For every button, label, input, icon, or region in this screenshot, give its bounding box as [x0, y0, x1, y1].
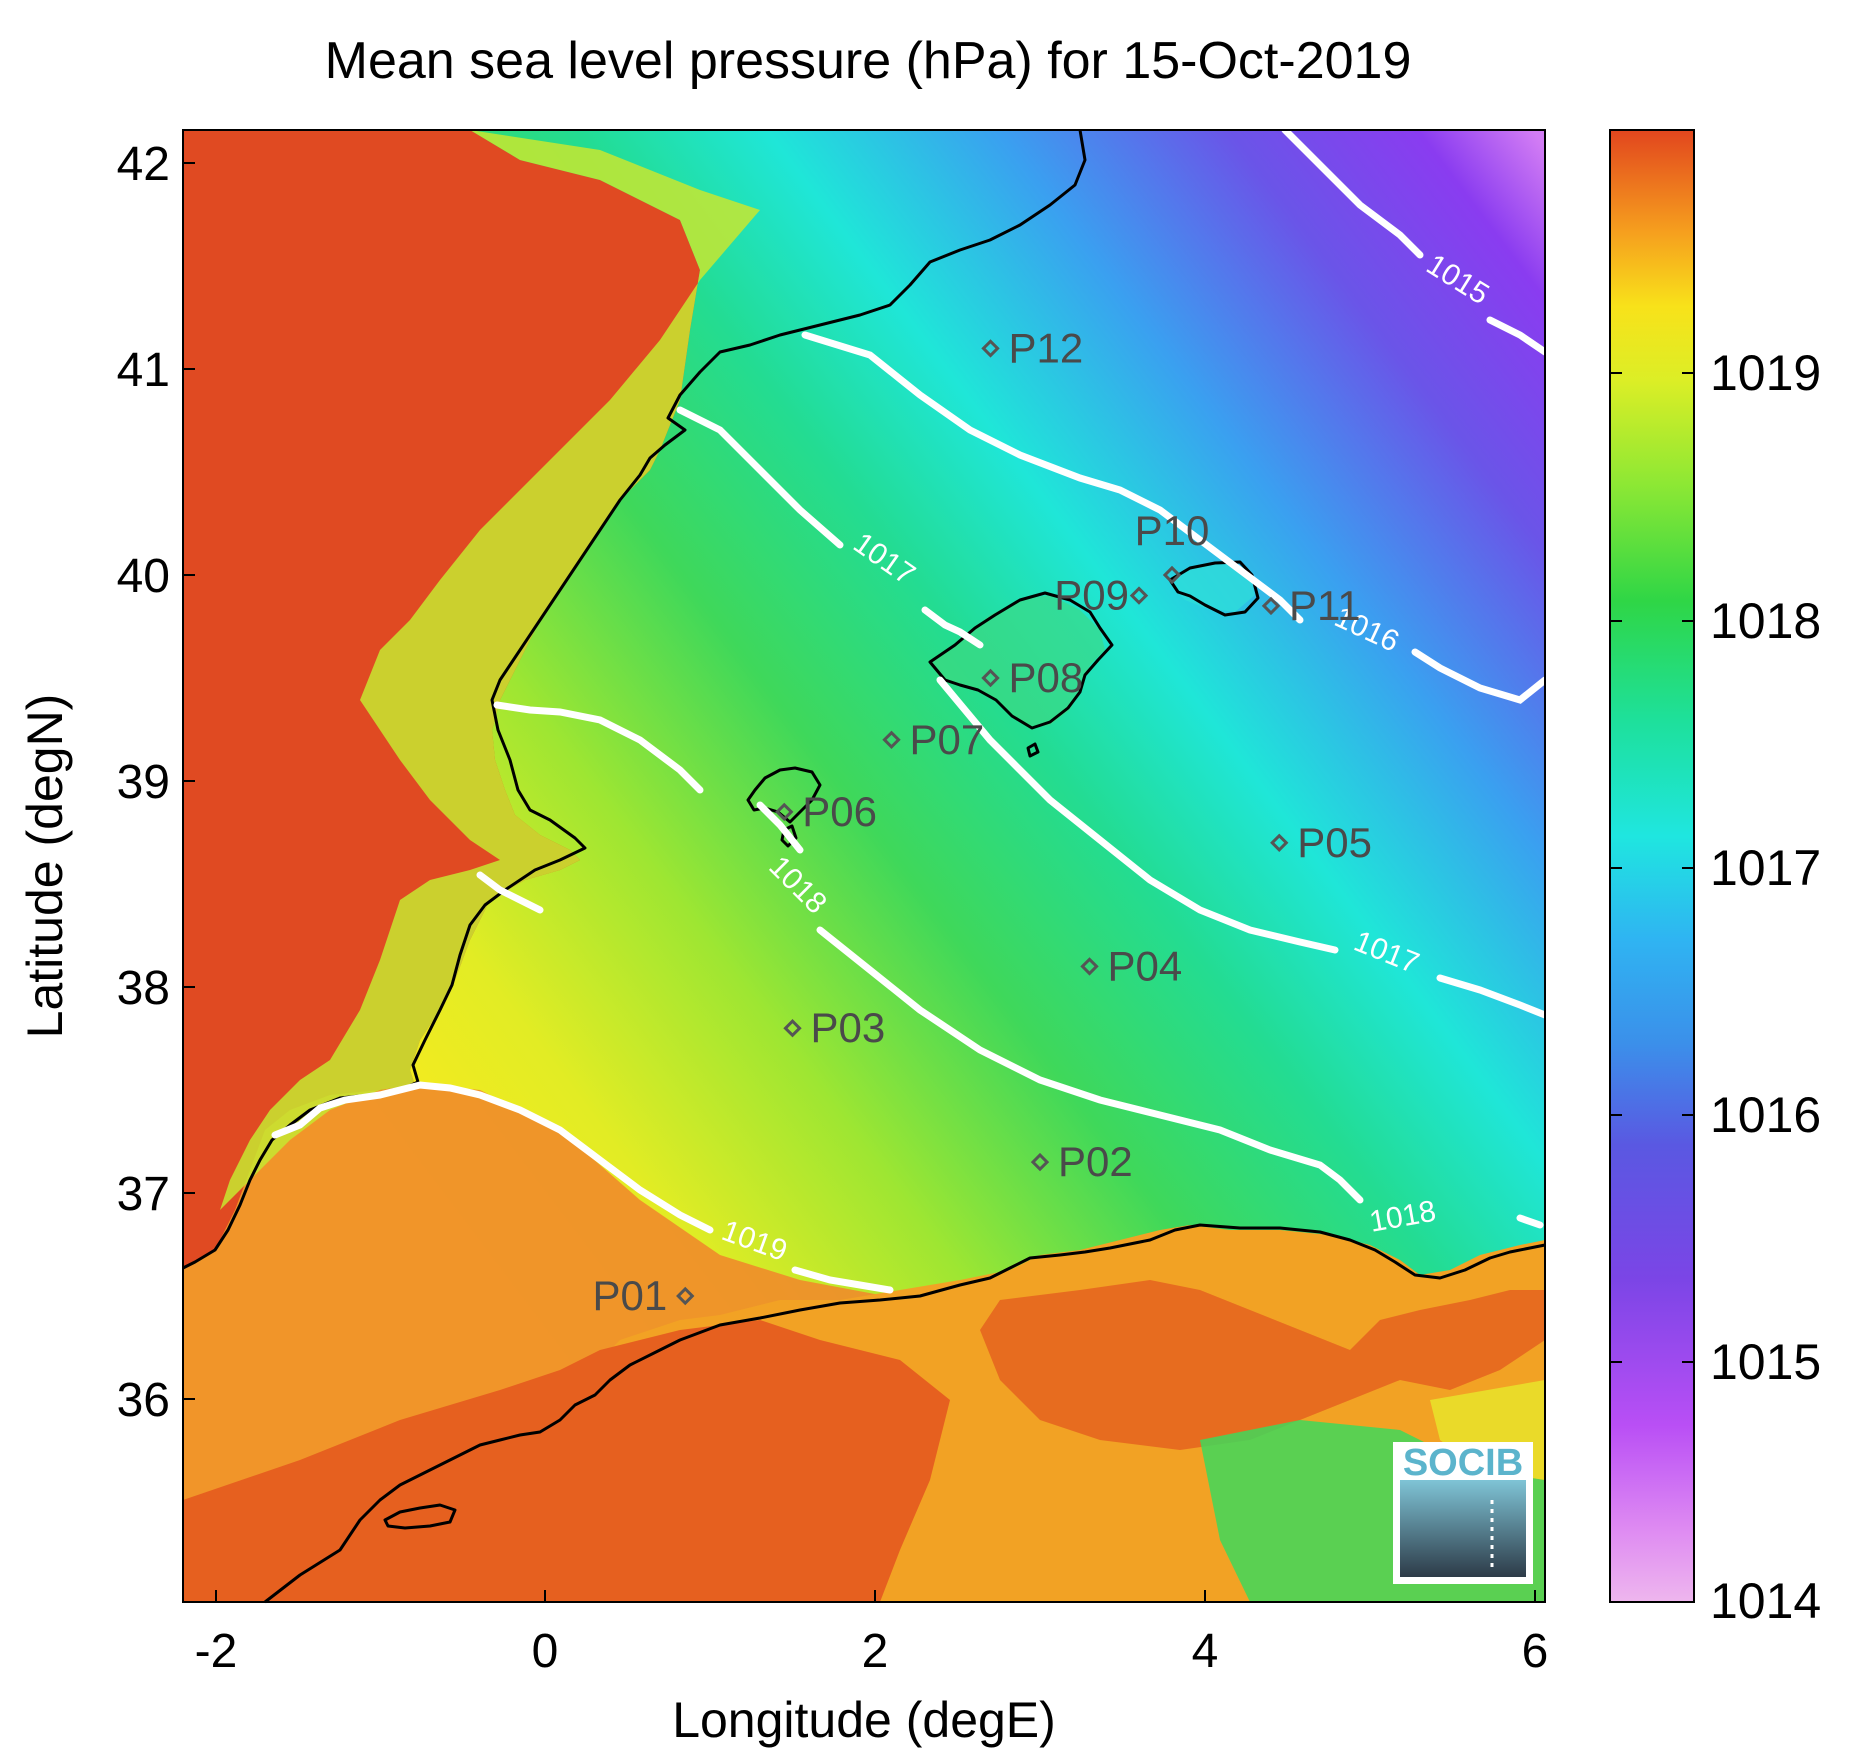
- x-axis-label: Longitude (degE): [672, 1692, 1056, 1748]
- isobar-1017-b: [921, 606, 984, 649]
- station-label: P11: [1289, 582, 1361, 629]
- africa-dark-region: [183, 1320, 950, 1602]
- y-tick-label: 42: [117, 138, 170, 191]
- x-tick-label: 6: [1522, 1625, 1549, 1678]
- colorbar-tick-labels: 1019 1018 1017 1016 1015 1014: [1710, 345, 1821, 1629]
- isobar-1019-a: [271, 1081, 714, 1234]
- station-marker: [1261, 596, 1281, 616]
- socib-logo-text: SOCIB: [1403, 1442, 1523, 1484]
- colorbar-tick-label: 1019: [1710, 345, 1821, 401]
- x-tick-label: -2: [195, 1625, 238, 1678]
- station-marker: [1030, 1152, 1050, 1172]
- colorbar: 1019 1018 1017 1016 1015 1014: [1609, 129, 1821, 1629]
- isobar-1017-c: [936, 676, 1339, 954]
- station-label: P08: [1009, 654, 1084, 701]
- isobar-1015-b: [1486, 316, 1549, 356]
- station-marker: [775, 802, 794, 822]
- africa-mountains: [980, 1280, 1545, 1450]
- x-tick-label: 4: [1192, 1625, 1219, 1678]
- axis-tick-marks: [183, 162, 1536, 1602]
- y-tick-label: 41: [117, 344, 170, 397]
- y-tick-labels: 42 41 40 39 38 37 36: [117, 138, 170, 1427]
- isobar-1018-c: [816, 926, 1364, 1204]
- isobar-1016-a: [801, 331, 1304, 624]
- station-marker: [882, 730, 901, 749]
- y-tick-label: 38: [117, 962, 170, 1015]
- isobar-1017-a: [676, 406, 844, 549]
- station-label: P05: [1297, 819, 1372, 866]
- isobar-1019-b: [791, 1266, 894, 1294]
- x-tick-label: 0: [532, 1625, 559, 1678]
- isobar-1017-d: [1436, 974, 1549, 1019]
- station-label: P12: [1009, 324, 1084, 371]
- colorbar-tick-label: 1015: [1710, 1334, 1821, 1390]
- station-marker: [676, 1286, 695, 1306]
- ibiza-coastline: [746, 766, 822, 824]
- colorbar-tick-label: 1018: [1710, 593, 1821, 649]
- isobar-1018-b: [756, 801, 804, 854]
- station-label: P02: [1058, 1138, 1133, 1185]
- station-marker: [783, 1019, 802, 1038]
- station-marker: [1129, 586, 1149, 605]
- y-axis-label: Latitude (degN): [17, 694, 73, 1039]
- mallorca-coastline: [928, 591, 1114, 730]
- x-tick-label: 2: [862, 1625, 889, 1678]
- station-label: P07: [910, 716, 985, 763]
- plot-frame: [182, 129, 1546, 1603]
- x-tick-labels: -2 0 2 4 6: [195, 1625, 1549, 1678]
- spain-coastal-band: [220, 130, 760, 1210]
- station-marker: [1080, 957, 1099, 976]
- y-tick-label: 40: [117, 550, 170, 603]
- colorbar-tick-label: 1014: [1710, 1573, 1821, 1629]
- chart-title: Mean sea level pressure (hPa) for 15-Oct…: [325, 32, 1412, 90]
- cabrera-coastline: [1026, 742, 1040, 758]
- station-marker: [981, 668, 1000, 688]
- station-label: P10: [1135, 507, 1210, 554]
- colorbar-gradient: [1609, 129, 1695, 1603]
- y-tick-label: 37: [117, 1168, 170, 1221]
- station-marker: [1270, 833, 1289, 852]
- station-label: P06: [802, 788, 877, 835]
- isobar-1018-a: [493, 701, 704, 794]
- station-marker: [1162, 565, 1182, 585]
- isobar-1015-a: [1281, 126, 1424, 259]
- menorca-coastline: [1168, 560, 1260, 617]
- station-label: P01: [593, 1272, 668, 1319]
- socib-logo: SOCIB: [1393, 1442, 1533, 1584]
- y-tick-label: 36: [117, 1374, 170, 1427]
- station-label: P04: [1108, 942, 1183, 989]
- isobar-1018-e: [476, 871, 544, 914]
- alboran-island-coastline: [383, 1503, 457, 1530]
- colorbar-tick-marks: [1610, 372, 1694, 1363]
- isobars: [271, 126, 1549, 1294]
- colorbar-tick-label: 1017: [1710, 840, 1821, 896]
- station-marker: [981, 339, 1000, 358]
- isobar-1018-d: [1516, 1214, 1544, 1229]
- isobar-1016-b: [1411, 648, 1549, 704]
- y-tick-label: 39: [117, 756, 170, 809]
- station-label: P09: [1054, 572, 1129, 619]
- africa-coastline: [264, 1223, 1546, 1604]
- colorbar-tick-label: 1016: [1710, 1087, 1821, 1143]
- mallorca-fill: [930, 595, 1105, 728]
- station-label: P03: [811, 1004, 886, 1051]
